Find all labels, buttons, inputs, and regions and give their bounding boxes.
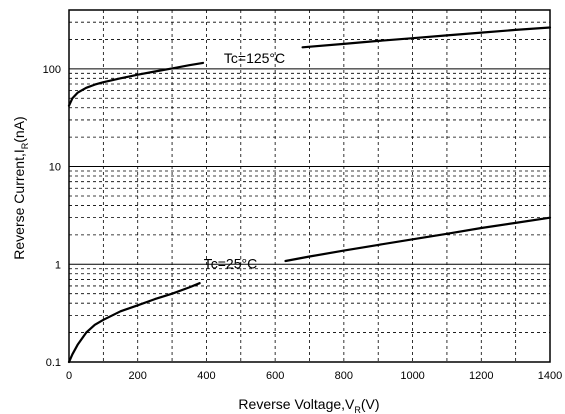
y-tick-label: 0.1 xyxy=(46,357,61,369)
series-lines xyxy=(67,26,552,364)
y-tick-labels: 0.1 1 10 100 xyxy=(43,64,61,369)
series-line xyxy=(67,61,205,107)
x-tick-label: 200 xyxy=(129,370,147,382)
x-tick-label: 1000 xyxy=(400,370,424,382)
x-tick-labels: 0 200 400 600 800 1000 1200 1400 xyxy=(66,370,562,382)
plot-frame xyxy=(68,9,551,363)
y-tick-label: 100 xyxy=(43,64,61,76)
series-line xyxy=(284,216,552,263)
series-line xyxy=(301,26,552,49)
series-label: Tc=125°C xyxy=(224,50,285,66)
x-axis-label: Reverse Voltage,VR(V) xyxy=(238,396,379,414)
y-axis-label: Reverse Current,IR(nA) xyxy=(11,116,30,259)
x-tick-label: 400 xyxy=(197,370,215,382)
grid-lines xyxy=(69,10,550,362)
x-tick-label: 600 xyxy=(266,370,284,382)
x-tick-label: 0 xyxy=(66,370,72,382)
series-line xyxy=(67,282,201,364)
y-axis-label-unit: (nA) xyxy=(11,116,27,142)
y-tick-label: 1 xyxy=(55,259,61,271)
curve-labels: Tc=125°C Tc=25°C xyxy=(204,50,285,272)
x-axis-label-unit: (V) xyxy=(361,396,380,412)
x-axis-label-subscript: R xyxy=(354,405,361,414)
y-axis-label-subscript: R xyxy=(20,142,30,149)
x-tick-label: 1400 xyxy=(538,370,562,382)
x-tick-label: 1200 xyxy=(469,370,493,382)
x-tick-label: 800 xyxy=(335,370,353,382)
y-tick-label: 10 xyxy=(49,162,61,174)
series-label: Tc=25°C xyxy=(204,256,257,272)
